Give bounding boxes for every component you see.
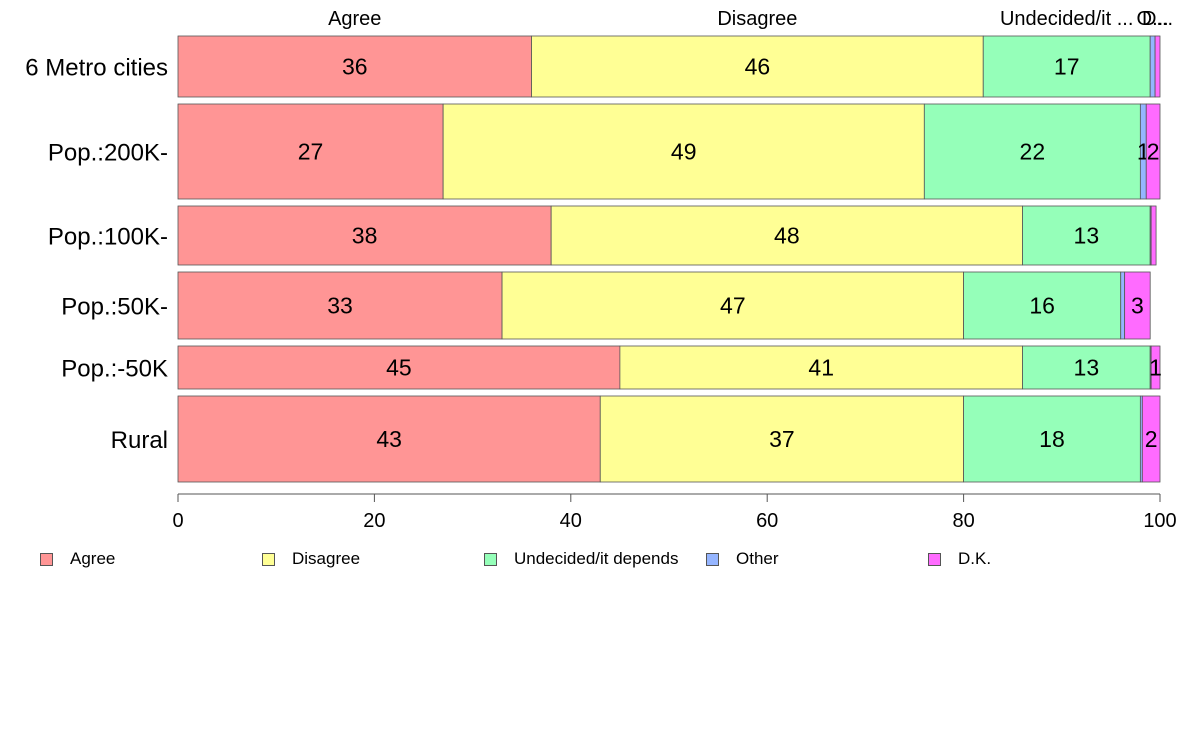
x-tick-label: 80 bbox=[952, 510, 974, 532]
bar-segment bbox=[177, 205, 552, 266]
bar-segment bbox=[1124, 271, 1151, 340]
data-label: 41 bbox=[808, 355, 834, 381]
x-tick-label: 0 bbox=[172, 510, 183, 532]
bar-segment bbox=[1149, 35, 1156, 98]
bar-segment bbox=[982, 35, 1151, 98]
x-tick-label: 60 bbox=[756, 510, 778, 532]
legend-item: Agree bbox=[40, 548, 115, 570]
x-tick-label: 40 bbox=[560, 510, 582, 532]
data-label: 33 bbox=[327, 293, 353, 319]
data-label: 13 bbox=[1074, 355, 1100, 381]
data-label: 43 bbox=[376, 426, 402, 452]
x-tick-label: 100 bbox=[1143, 510, 1176, 532]
data-label: 48 bbox=[774, 223, 800, 249]
legend-item: Undecided/it depends bbox=[484, 548, 678, 570]
bar-segment bbox=[1120, 271, 1126, 340]
legend-label: D.K. bbox=[958, 549, 992, 568]
data-label: 16 bbox=[1029, 293, 1055, 319]
bar-segment bbox=[177, 395, 601, 483]
bar-segment bbox=[1022, 205, 1151, 266]
bar-segment bbox=[177, 35, 532, 98]
series-top-label: Agree bbox=[328, 8, 381, 30]
bar-segment bbox=[1154, 35, 1161, 98]
bar-segment bbox=[963, 395, 1141, 483]
legend-swatch bbox=[928, 552, 941, 566]
bar-segment bbox=[1150, 205, 1157, 266]
data-label: 2 bbox=[1145, 426, 1158, 452]
category-label: Pop.:50K- bbox=[61, 294, 168, 321]
bar-segment bbox=[963, 271, 1122, 340]
bar-segment bbox=[177, 103, 444, 200]
legend-item: Other bbox=[706, 548, 779, 570]
data-label: 18 bbox=[1039, 426, 1065, 452]
data-label: 2 bbox=[1147, 139, 1160, 165]
legend-item: D.K. bbox=[928, 548, 991, 570]
data-label: 1 bbox=[1149, 355, 1162, 381]
series-top-label: D... bbox=[1142, 8, 1173, 30]
legend-label: Disagree bbox=[292, 549, 361, 568]
x-tick-label: 20 bbox=[363, 510, 385, 532]
data-label: 38 bbox=[352, 223, 378, 249]
data-label: 47 bbox=[720, 293, 746, 319]
bar-segment bbox=[923, 103, 1141, 200]
legend-label: Other bbox=[736, 549, 779, 568]
bar-segment bbox=[1022, 345, 1151, 390]
bar-segment bbox=[550, 205, 1023, 266]
bar-segment bbox=[1150, 345, 1161, 390]
series-top-label: Undecided/it ... bbox=[1000, 8, 1133, 30]
data-label: 36 bbox=[342, 54, 368, 80]
bar-segment bbox=[501, 271, 965, 340]
data-label: 45 bbox=[386, 355, 412, 381]
legend-label: Undecided/it depends bbox=[514, 549, 679, 568]
legend-swatch bbox=[484, 552, 497, 566]
bar-segment bbox=[599, 395, 965, 483]
category-label: 6 Metro cities bbox=[25, 55, 168, 82]
data-label: 17 bbox=[1054, 54, 1080, 80]
data-label: 13 bbox=[1074, 223, 1100, 249]
data-label: 27 bbox=[298, 139, 324, 165]
data-label: 37 bbox=[769, 426, 795, 452]
data-label: 3 bbox=[1131, 293, 1144, 319]
bar-segment bbox=[1141, 395, 1161, 483]
category-label: Rural bbox=[111, 427, 168, 454]
legend-swatch bbox=[706, 552, 719, 566]
category-label: Pop.:100K- bbox=[48, 224, 168, 251]
legend-item: Disagree bbox=[262, 548, 360, 570]
legend-label: Agree bbox=[70, 549, 116, 568]
legend-swatch bbox=[40, 552, 53, 566]
series-top-label: O... bbox=[1137, 8, 1169, 30]
legend-swatch bbox=[262, 552, 275, 566]
series-top-label: Disagree bbox=[717, 8, 797, 30]
bar-segment bbox=[442, 103, 925, 200]
bar-segment bbox=[177, 345, 621, 390]
data-label: 46 bbox=[745, 54, 771, 80]
data-label: 22 bbox=[1020, 139, 1046, 165]
category-label: Pop.:200K- bbox=[48, 140, 168, 167]
chart-legend: Agree Disagree Undecided/it depends Other D.… bbox=[0, 548, 1188, 572]
bar-segment bbox=[531, 35, 984, 98]
data-label: 49 bbox=[671, 139, 697, 165]
bar-segment bbox=[1145, 103, 1161, 200]
category-label: Pop.:-50K bbox=[61, 356, 168, 383]
bar-segment bbox=[619, 345, 1023, 390]
